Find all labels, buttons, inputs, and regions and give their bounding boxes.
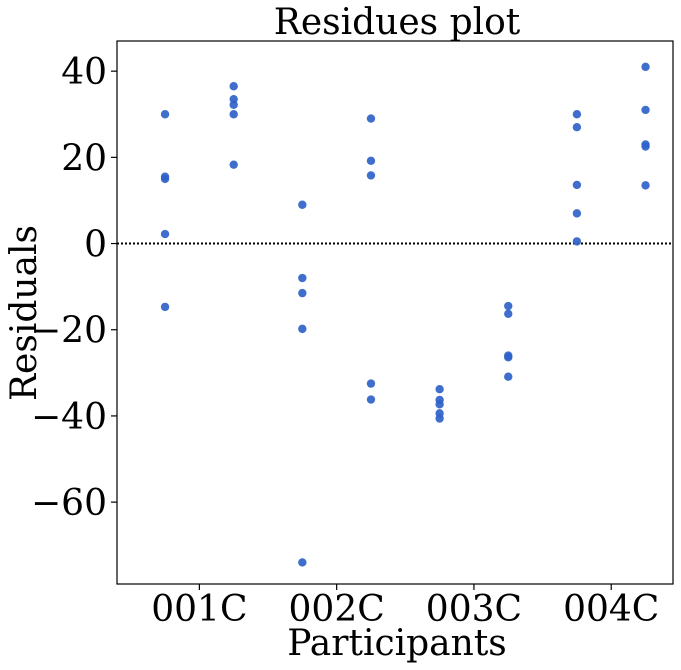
plot-frame [116, 40, 674, 585]
data-point-19 [366, 395, 376, 404]
chart-title: Residues plot [274, 2, 521, 43]
y-tick-label-4: −40 [31, 397, 107, 438]
data-point-0 [160, 110, 170, 119]
data-point-22 [435, 400, 444, 409]
data-point-34 [572, 237, 582, 246]
data-point-28 [504, 353, 513, 362]
x-tick-label-3: 004C [563, 589, 659, 630]
data-point-39 [641, 181, 650, 190]
data-point-35 [641, 62, 650, 72]
data-point-9 [229, 160, 238, 169]
data-point-26 [504, 309, 513, 318]
data-point-17 [366, 171, 376, 180]
data-point-8 [229, 110, 238, 119]
data-point-29 [504, 372, 513, 381]
data-point-7 [229, 100, 238, 109]
data-point-4 [160, 302, 170, 312]
data-point-30 [572, 110, 582, 119]
data-point-33 [572, 209, 582, 218]
data-point-36 [641, 105, 650, 115]
x-tick-label-2: 003C [426, 589, 522, 630]
data-point-16 [366, 156, 376, 166]
plot-area: 40 20 0 −20 −40 −60 001C 002C 003C 004C [31, 40, 674, 630]
y-tick-label-0: 40 [61, 52, 107, 93]
data-point-24 [435, 414, 444, 423]
y-tick-label-3: −20 [31, 311, 107, 352]
x-tick-label-1: 002C [289, 589, 385, 630]
data-point-5 [229, 82, 238, 91]
data-point-18 [366, 379, 376, 388]
data-point-38 [641, 142, 650, 151]
y-tick-label-5: −60 [31, 483, 107, 524]
y-tick-label-1: 20 [61, 138, 107, 179]
x-tick-label-0: 001C [151, 589, 247, 630]
data-point-25 [504, 301, 513, 311]
data-point-2 [160, 174, 170, 184]
y-axis-label: Residuals [4, 225, 45, 401]
data-point-10 [298, 200, 307, 209]
data-point-31 [572, 122, 582, 132]
data-point-12 [298, 288, 307, 298]
data-point-3 [160, 229, 170, 239]
data-point-11 [298, 273, 307, 283]
data-point-13 [298, 324, 307, 334]
data-point-15 [366, 114, 376, 123]
data-point-20 [435, 385, 444, 394]
data-point-14 [298, 558, 307, 567]
data-point-32 [572, 180, 582, 190]
x-axis-label: Participants [287, 623, 507, 664]
y-tick-label-2: 0 [84, 225, 107, 266]
